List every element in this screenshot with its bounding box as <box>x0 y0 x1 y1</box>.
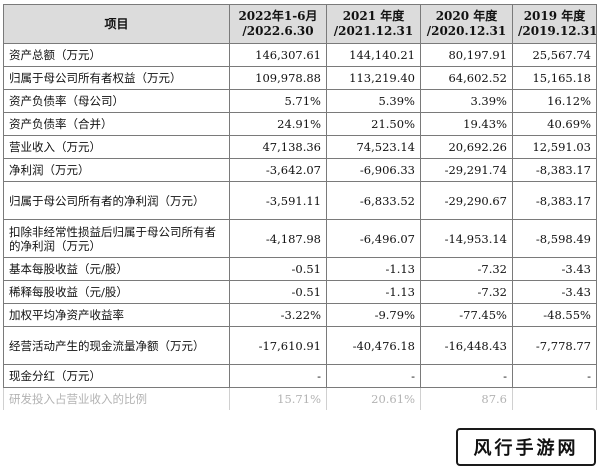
row-label: 营业收入（万元） <box>3 135 230 159</box>
cell-2022h1: 47,138.36 <box>229 135 327 159</box>
row-operating-cash-flow: 经营活动产生的现金流量净额（万元） -17,610.91 -40,476.18 … <box>3 326 597 365</box>
cell-2019: 40.69% <box>512 112 597 136</box>
cell-2019: -3.43 <box>512 257 597 281</box>
row-label: 经营活动产生的现金流量净额（万元） <box>3 326 230 365</box>
cell-2020: 3.39% <box>420 89 513 113</box>
cell-2021: -1.13 <box>326 257 421 281</box>
row-label: 扣除非经常性损益后归属于母公司所有者的净利润（万元） <box>3 219 230 258</box>
cell-2022h1: -0.51 <box>229 280 327 304</box>
cell-2020: -14,953.14 <box>420 219 513 258</box>
cell-2019: -8,598.49 <box>512 219 597 258</box>
cell-2020: -29,291.74 <box>420 158 513 182</box>
cell-2021: -6,496.07 <box>326 219 421 258</box>
cell-2020: 19.43% <box>420 112 513 136</box>
cell-2020: - <box>420 364 513 388</box>
row-revenue: 营业收入（万元） 47,138.36 74,523.14 20,692.26 1… <box>3 135 597 159</box>
cell-2021: 144,140.21 <box>326 43 421 67</box>
row-debt-ratio-consolidated: 资产负债率（合并） 24.91% 21.50% 19.43% 40.69% <box>3 112 597 136</box>
cell-2022h1: -0.51 <box>229 257 327 281</box>
cell-2020: 87.6 <box>420 387 513 410</box>
cell-2021: 74,523.14 <box>326 135 421 159</box>
row-cash-dividend: 现金分红（万元） - - - - <box>3 364 597 388</box>
cell-2020: 80,197.91 <box>420 43 513 67</box>
row-label: 资产负债率（合并） <box>3 112 230 136</box>
row-parent-net-profit: 归属于母公司所有者的净利润（万元） -3,591.11 -6,833.52 -2… <box>3 181 597 220</box>
row-label: 归属于母公司所有者权益（万元） <box>3 66 230 90</box>
cell-2021: -1.13 <box>326 280 421 304</box>
cell-2021: -9.79% <box>326 303 421 327</box>
cell-2019: 25,567.74 <box>512 43 597 67</box>
financial-table: 项目 2022年1-6月 /2022.6.30 2021 年度 /2021.12… <box>3 4 597 410</box>
cell-2020: -7.32 <box>420 280 513 304</box>
row-basic-eps: 基本每股收益（元/股） -0.51 -1.13 -7.32 -3.43 <box>3 257 597 281</box>
cell-2020: -29,290.67 <box>420 181 513 220</box>
row-label: 研发投入占营业收入的比例 <box>3 387 230 410</box>
cell-2019: 15,165.18 <box>512 66 597 90</box>
header-2020: 2020 年度 /2020.12.31 <box>420 4 513 44</box>
cell-2020: -7.32 <box>420 257 513 281</box>
cell-2022h1: 24.91% <box>229 112 327 136</box>
cell-2019: - <box>512 364 597 388</box>
cell-2021: 5.39% <box>326 89 421 113</box>
cell-2019: 12,591.03 <box>512 135 597 159</box>
cell-2019: -8,383.17 <box>512 158 597 182</box>
header-2022h1: 2022年1-6月 /2022.6.30 <box>229 4 327 44</box>
cell-2021: 21.50% <box>326 112 421 136</box>
header-item: 项目 <box>3 4 230 44</box>
cell-2019: -8,383.17 <box>512 181 597 220</box>
cell-2021: 113,219.40 <box>326 66 421 90</box>
cell-2022h1: 146,307.61 <box>229 43 327 67</box>
cell-2020: 64,602.52 <box>420 66 513 90</box>
cell-2022h1: -3,642.07 <box>229 158 327 182</box>
cell-2022h1: 109,978.88 <box>229 66 327 90</box>
row-label: 归属于母公司所有者的净利润（万元） <box>3 181 230 220</box>
cell-2022h1: -3,591.11 <box>229 181 327 220</box>
row-diluted-eps: 稀释每股收益（元/股） -0.51 -1.13 -7.32 -3.43 <box>3 280 597 304</box>
row-weighted-roe: 加权平均净资产收益率 -3.22% -9.79% -77.45% -48.55% <box>3 303 597 327</box>
cell-2022h1: 15.71% <box>229 387 327 410</box>
header-2021: 2021 年度 /2021.12.31 <box>326 4 421 44</box>
row-total-assets: 资产总额（万元） 146,307.61 144,140.21 80,197.91… <box>3 43 597 67</box>
header-row: 项目 2022年1-6月 /2022.6.30 2021 年度 /2021.12… <box>3 4 597 44</box>
cell-2022h1: 5.71% <box>229 89 327 113</box>
cell-2022h1: -17,610.91 <box>229 326 327 365</box>
cell-2020: -77.45% <box>420 303 513 327</box>
cell-2019: -48.55% <box>512 303 597 327</box>
cell-2021: -6,833.52 <box>326 181 421 220</box>
row-rd-ratio: 研发投入占营业收入的比例 15.71% 20.61% 87.6 <box>3 387 597 410</box>
cell-2020: 20,692.26 <box>420 135 513 159</box>
cell-2020: -16,448.43 <box>420 326 513 365</box>
row-deducted-net-profit: 扣除非经常性损益后归属于母公司所有者的净利润（万元） -4,187.98 -6,… <box>3 219 597 258</box>
row-parent-equity: 归属于母公司所有者权益（万元） 109,978.88 113,219.40 64… <box>3 66 597 90</box>
header-2019: 2019 年度 /2019.12.31 <box>512 4 597 44</box>
row-debt-ratio-parent: 资产负债率（母公司） 5.71% 5.39% 3.39% 16.12% <box>3 89 597 113</box>
row-label: 资产负债率（母公司） <box>3 89 230 113</box>
cell-2021: - <box>326 364 421 388</box>
cell-2022h1: -3.22% <box>229 303 327 327</box>
row-label: 稀释每股收益（元/股） <box>3 280 230 304</box>
cell-2019 <box>512 387 597 410</box>
row-label: 资产总额（万元） <box>3 43 230 67</box>
row-net-profit: 净利润（万元） -3,642.07 -6,906.33 -29,291.74 -… <box>3 158 597 182</box>
cell-2019: -7,778.77 <box>512 326 597 365</box>
row-label: 基本每股收益（元/股） <box>3 257 230 281</box>
row-label: 现金分红（万元） <box>3 364 230 388</box>
cell-2021: -6,906.33 <box>326 158 421 182</box>
cell-2019: -3.43 <box>512 280 597 304</box>
cell-2022h1: -4,187.98 <box>229 219 327 258</box>
cell-2021: 20.61% <box>326 387 421 410</box>
cell-2022h1: - <box>229 364 327 388</box>
cell-2019: 16.12% <box>512 89 597 113</box>
cell-2021: -40,476.18 <box>326 326 421 365</box>
row-label: 净利润（万元） <box>3 158 230 182</box>
row-label: 加权平均净资产收益率 <box>3 303 230 327</box>
watermark-logo: 风行手游网 <box>456 428 596 466</box>
